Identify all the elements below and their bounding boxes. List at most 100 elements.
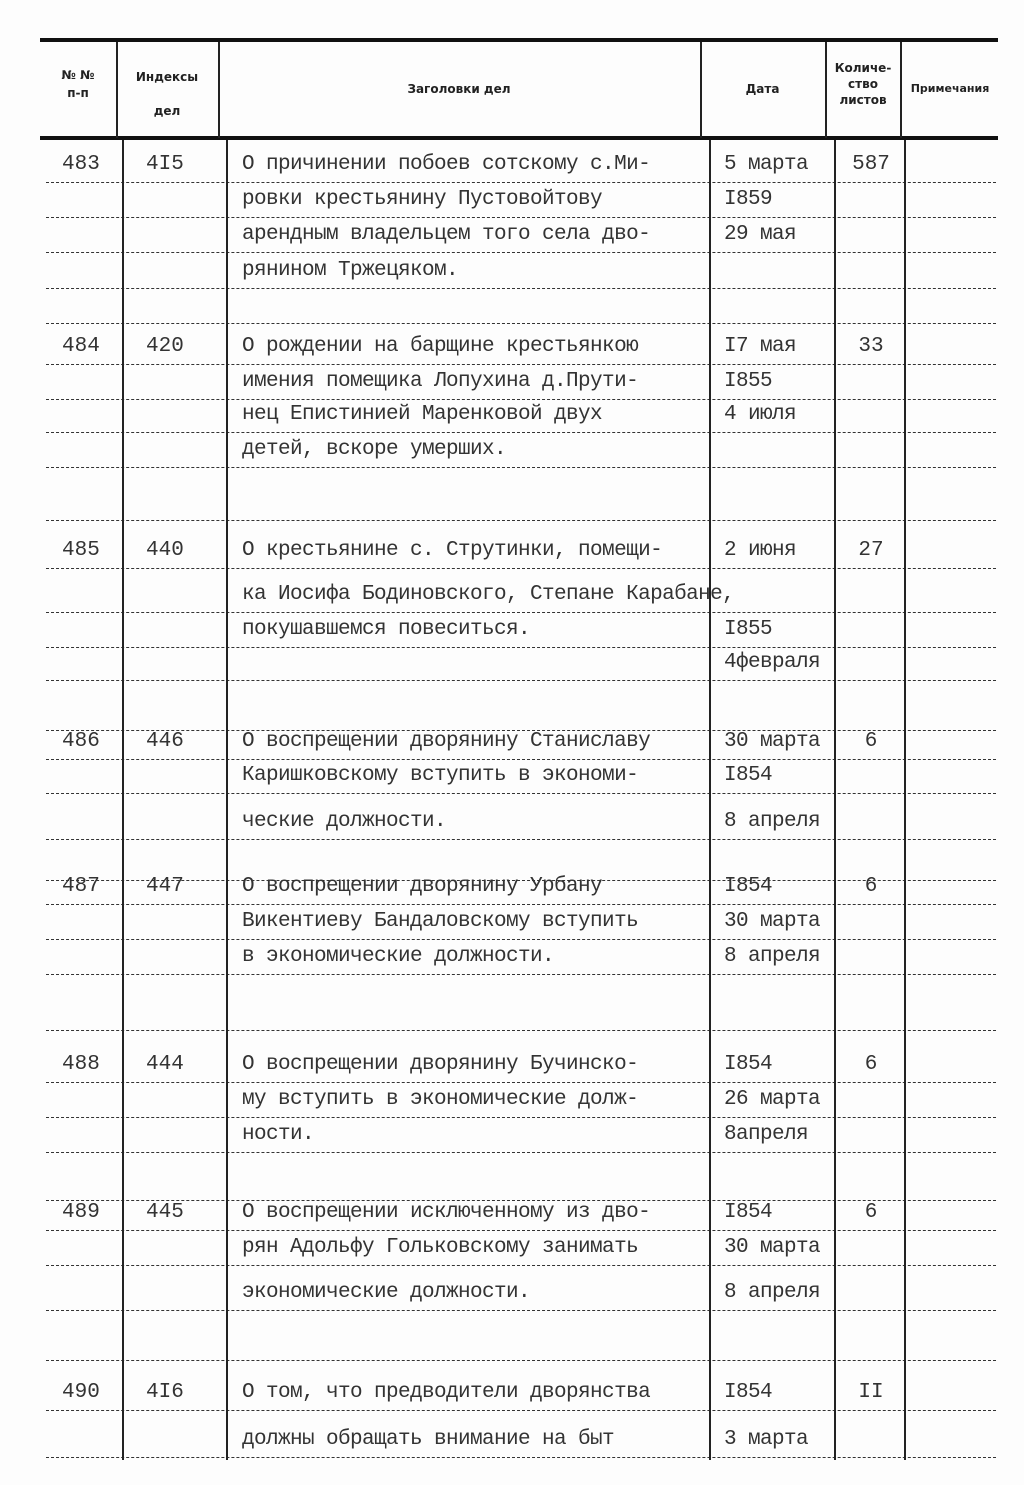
record-title-line: О воспрещении исключенному из дво-	[242, 1201, 651, 1224]
record-title-line: ка Иосифа Бодиновского, Степане Карабане…	[242, 583, 735, 606]
record-number: 490	[62, 1381, 100, 1404]
record-date-line: 30 марта	[724, 730, 821, 753]
header-count: Количе- ство листов	[834, 61, 892, 107]
record-index: 447	[146, 875, 184, 898]
ruled-line	[46, 839, 996, 840]
record-title-line: Каришковскому вступить в экономи-	[242, 764, 639, 787]
ruled-line	[46, 1360, 996, 1361]
record-title-line: арендным владельцем того села дво-	[242, 223, 651, 246]
record-index: 446	[146, 730, 184, 753]
record-title-line: должны обращать внимание на быт	[242, 1428, 615, 1451]
record-date-line: 29 мая	[724, 223, 797, 246]
record-title-line: О воспрещении дворянину Урбану	[242, 875, 603, 898]
record-date-line: I855	[724, 370, 773, 393]
header-column-divider	[218, 42, 220, 138]
ruled-line	[46, 1265, 996, 1266]
record-title-line: му вступить в экономические долж-	[242, 1088, 639, 1111]
ruled-line	[46, 1457, 996, 1458]
record-title-line: в экономические должности.	[242, 945, 555, 968]
record-date-line: 8 апреля	[724, 810, 821, 833]
record-date-line: 26 марта	[724, 1088, 821, 1111]
ruled-line	[46, 612, 996, 613]
ruled-line	[46, 399, 996, 400]
ruled-line	[46, 1410, 996, 1411]
record-date-line: 8 апреля	[724, 1281, 821, 1304]
record-number: 487	[62, 875, 100, 898]
record-title-line: О рождении на барщине крестьянкою	[242, 335, 639, 358]
record-sheet-count: 587	[852, 153, 890, 176]
record-number: 485	[62, 539, 100, 562]
record-title-line: рянином Тржецяком.	[242, 259, 459, 282]
record-number: 486	[62, 730, 100, 753]
ruled-line	[46, 217, 996, 218]
ruled-line	[46, 568, 996, 569]
record-sheet-count: 6	[864, 730, 878, 753]
ruled-line	[46, 467, 996, 468]
column-divider	[904, 140, 906, 1460]
record-sheet-count: 6	[864, 1201, 878, 1224]
record-date-line: 4 июля	[724, 403, 797, 426]
record-sheet-count: 33	[858, 335, 884, 358]
record-title-line: покушавшемся повеситься.	[242, 618, 531, 641]
record-date-line: I854	[724, 1381, 773, 1404]
record-title-line: ровки крестьянину Пустовойтову	[242, 188, 603, 211]
ruled-line	[46, 1152, 996, 1153]
column-divider	[122, 140, 124, 1460]
record-date-line: I855	[724, 618, 773, 641]
record-title-line: О воспрещении дворянину Станиславу	[242, 730, 651, 753]
record-index: 4I6	[146, 1381, 184, 1404]
record-title-line: О воспрещении дворянину Бучинско-	[242, 1053, 639, 1076]
record-number: 488	[62, 1053, 100, 1076]
record-title-line: имения помещика Лопухина д.Прути-	[242, 370, 639, 393]
record-date-line: I7 мая	[724, 335, 797, 358]
record-title-line: О крестьянине с. Струтинки, помещи-	[242, 539, 663, 562]
record-title-line: экономические должности.	[242, 1281, 531, 1304]
ruled-line	[46, 793, 996, 794]
record-date-line: I854	[724, 1201, 773, 1224]
record-date-line: 8 апреля	[724, 945, 821, 968]
record-index: 420	[146, 335, 184, 358]
header-column-divider	[900, 42, 902, 138]
record-title-line: нец Епистинией Маренковой двух	[242, 403, 603, 426]
column-divider	[226, 140, 228, 1460]
record-title-line: О причинении побоев сотскому с.Ми-	[242, 153, 651, 176]
record-index: 440	[146, 539, 184, 562]
record-sheet-count: 6	[864, 1053, 878, 1076]
header-column-divider	[700, 42, 702, 138]
record-title-line: ности.	[242, 1123, 315, 1146]
column-divider	[709, 140, 711, 1460]
ruled-line	[46, 432, 996, 433]
ruled-line	[46, 1082, 996, 1083]
record-number: 484	[62, 335, 100, 358]
header-notes: Примечания	[910, 82, 990, 95]
record-date-line: I859	[724, 188, 773, 211]
record-title-line: детей, вскоре умерших.	[242, 438, 507, 461]
record-date-line: 2 июня	[724, 539, 797, 562]
header-date: Дата	[745, 82, 780, 96]
record-date-line: 30 марта	[724, 1236, 821, 1259]
record-title-line: Викентиеву Бандаловскому вступить	[242, 910, 639, 933]
record-date-line: 8апреля	[724, 1123, 809, 1146]
record-number: 483	[62, 153, 100, 176]
ruled-line	[46, 1030, 996, 1031]
record-sheet-count: II	[858, 1381, 884, 1404]
ruled-line	[46, 680, 996, 681]
record-date-line: 5 марта	[724, 153, 809, 176]
record-title-line: рян Адольфу Гольковскому занимать	[242, 1236, 639, 1259]
ruled-line	[46, 904, 996, 905]
header-num: № № п-п	[61, 68, 95, 100]
record-date-line: I854	[724, 1053, 773, 1076]
record-title-line: ческие должности.	[242, 810, 447, 833]
header-column-divider	[116, 42, 118, 138]
record-index: 4I5	[146, 153, 184, 176]
ruled-line	[46, 1230, 996, 1231]
record-number: 489	[62, 1201, 100, 1224]
record-date-line: 4февраля	[724, 651, 821, 674]
record-sheet-count: 6	[864, 875, 878, 898]
ruled-line	[46, 759, 996, 760]
ruled-line	[46, 880, 996, 881]
header-index: Индексы дел	[135, 70, 199, 118]
record-index: 445	[146, 1201, 184, 1224]
header-column-divider	[825, 42, 827, 138]
